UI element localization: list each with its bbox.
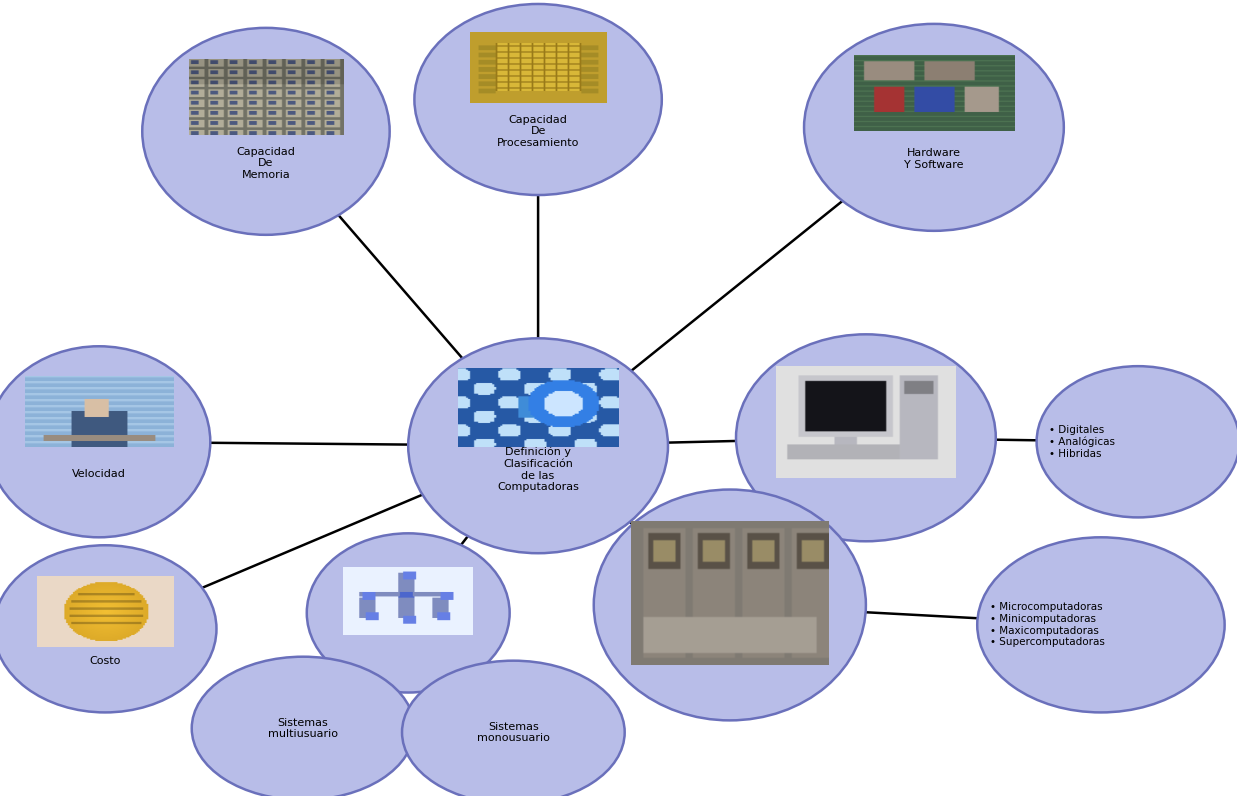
Text: Hardware
Y Software: Hardware Y Software — [904, 148, 964, 170]
Ellipse shape — [408, 338, 668, 553]
Ellipse shape — [594, 490, 866, 720]
Text: Costo: Costo — [89, 656, 121, 665]
Ellipse shape — [402, 661, 625, 796]
Ellipse shape — [736, 334, 996, 541]
Text: Velocidad: Velocidad — [72, 469, 126, 478]
Ellipse shape — [142, 28, 390, 235]
Text: Definición y
Clasificación
de las
Computadoras: Definición y Clasificación de las Comput… — [497, 447, 579, 492]
Ellipse shape — [414, 4, 662, 195]
Ellipse shape — [0, 346, 210, 537]
Text: Capacidad
De
Procesamiento: Capacidad De Procesamiento — [497, 115, 579, 148]
Ellipse shape — [804, 24, 1064, 231]
Text: • Microcomputadoras
• Minicomputadoras
• Maxicomputadoras
• Supercomputadoras: • Microcomputadoras • Minicomputadoras •… — [990, 603, 1105, 647]
Ellipse shape — [192, 657, 414, 796]
Text: Capacidad
De
Memoria: Capacidad De Memoria — [236, 146, 296, 180]
Ellipse shape — [307, 533, 510, 693]
Ellipse shape — [0, 545, 216, 712]
Text: Sistemas
monousuario: Sistemas monousuario — [477, 721, 549, 743]
Text: • Digitales
• Analógicas
• Hibridas: • Digitales • Analógicas • Hibridas — [1049, 425, 1115, 458]
Ellipse shape — [1037, 366, 1237, 517]
Text: Sistemas
multiusuario: Sistemas multiusuario — [268, 717, 338, 739]
Ellipse shape — [977, 537, 1225, 712]
